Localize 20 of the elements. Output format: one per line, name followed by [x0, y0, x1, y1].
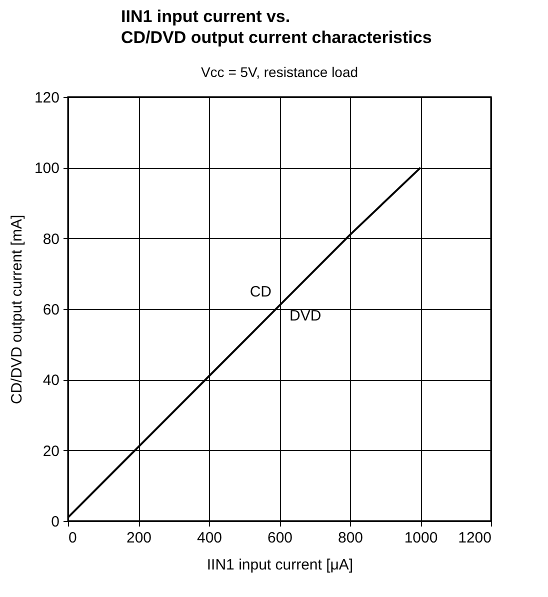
x-tick-label: 800: [338, 530, 364, 546]
annotation: CD: [250, 283, 272, 300]
y-tick-label: 120: [34, 90, 60, 106]
y-tick-label: 80: [42, 230, 60, 248]
x-tick-label: 1200: [458, 530, 492, 546]
y-tick-label: 20: [42, 442, 60, 460]
chart-subtitle: Vcc = 5V, resistance load: [200, 64, 358, 80]
annotation: DVD: [290, 307, 322, 324]
chart-title: IIN1 input current vs. CD/DVD output current characteristics: [121, 6, 432, 48]
x-tick-label: 1000: [404, 530, 438, 546]
x-axis-title: IIN1 input current [μA]: [206, 556, 354, 574]
y-axis-title: CD/DVD output current [mA]: [8, 214, 26, 404]
x-tick-label: 0: [68, 530, 77, 546]
x-tick-label: 400: [196, 530, 222, 546]
y-tick-label: 100: [34, 160, 60, 178]
x-tick-label: 200: [126, 530, 152, 546]
x-tick-label: 600: [267, 530, 293, 546]
y-tick-label: 40: [42, 372, 60, 390]
y-tick-label: 0: [51, 514, 60, 530]
y-tick-label: 60: [42, 302, 60, 318]
